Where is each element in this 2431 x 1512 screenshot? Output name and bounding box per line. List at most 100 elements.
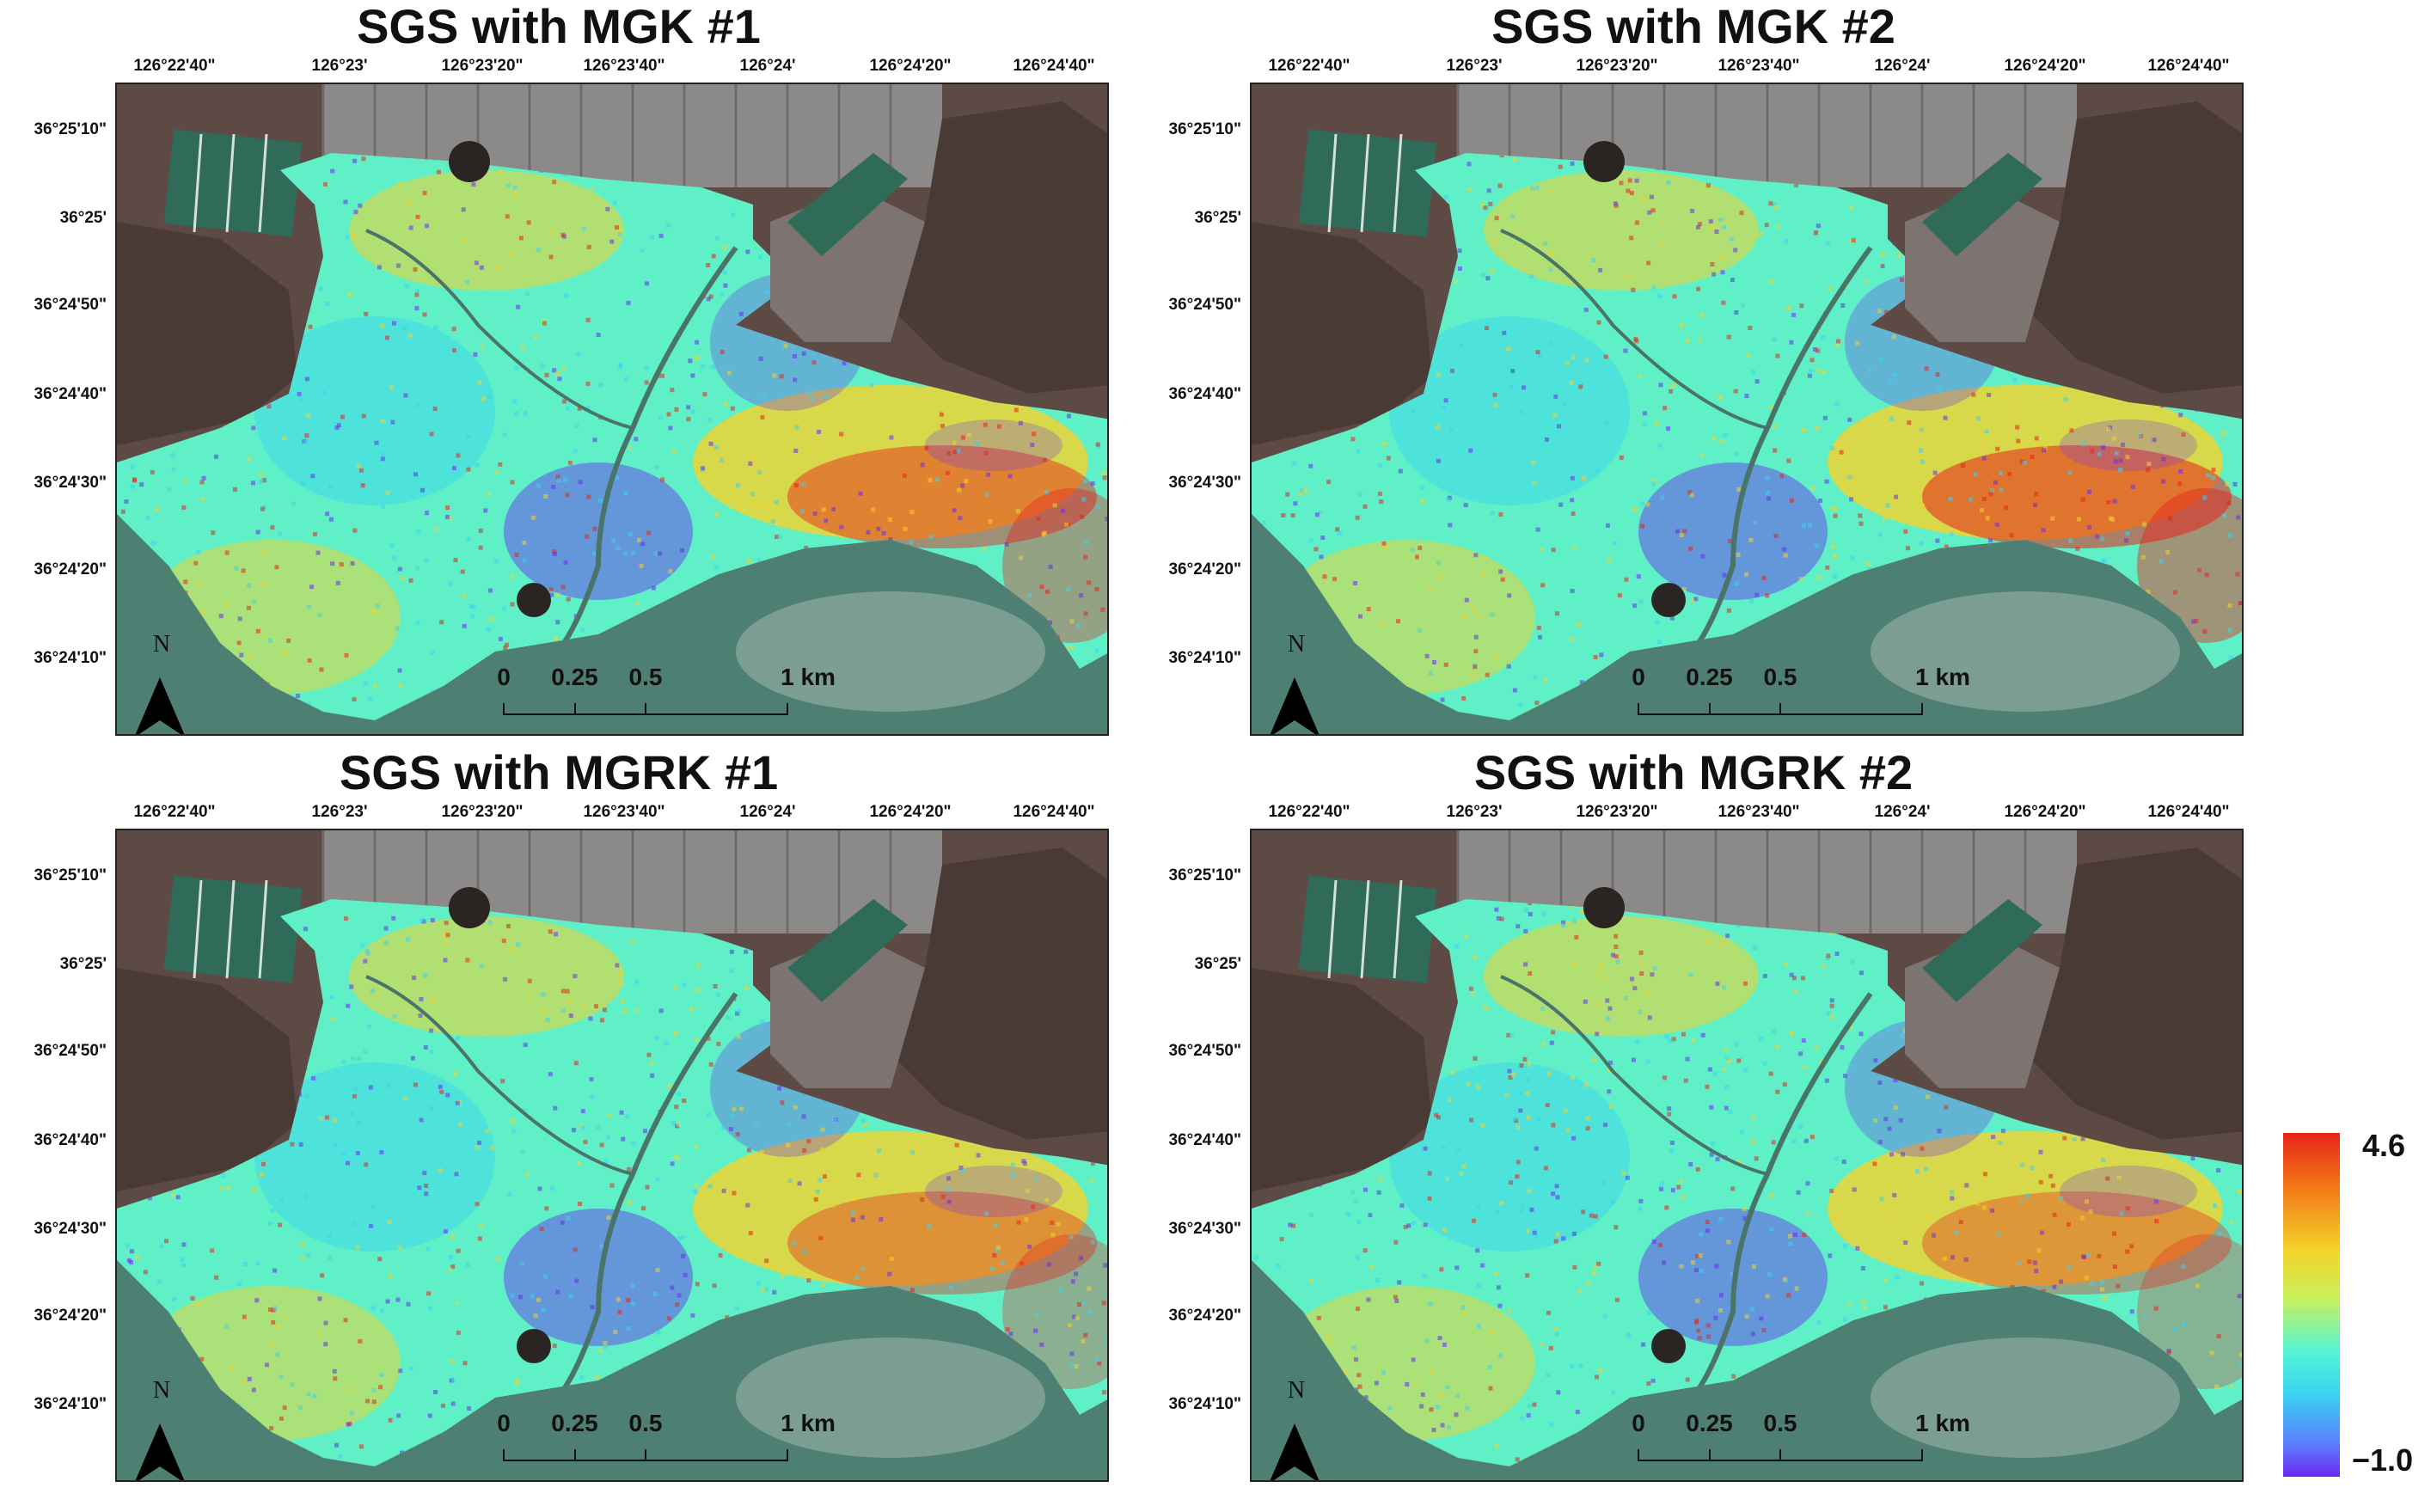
islet	[1651, 583, 1686, 617]
map-svg	[1252, 84, 2242, 734]
map-frame: N 0 0.25 0.5 1 km	[1250, 83, 2244, 736]
map-frame: N 0 0.25 0.5 1 km	[115, 829, 1109, 1482]
hill-west	[117, 222, 297, 445]
latitude-tick-label: 36°24'20"	[1168, 1307, 1241, 1325]
map-svg	[117, 84, 1107, 734]
scale-tick	[1921, 703, 1923, 715]
scale-label: 0	[497, 664, 511, 690]
longitude-axis: 126°22'40" 126°23' 126°23'20" 126°23'40" 126…	[1135, 57, 2252, 79]
latitude-tick-label: 36°25'10"	[34, 866, 107, 885]
map-panel: SGS with MGRK #2 126°22'40" 126°23' 126°23'…	[1135, 746, 2252, 1503]
longitude-tick-label: 126°24'	[1874, 803, 1931, 821]
salt-ponds-east	[787, 153, 908, 256]
longitude-tick-label: 126°23'	[1446, 803, 1503, 821]
scale-label: 0	[1632, 664, 1645, 690]
scale-label: 1 km	[1915, 1410, 1970, 1436]
colorbar-min-label: −1.0	[2352, 1442, 2414, 1478]
longitude-tick-label: 126°23'20"	[441, 803, 524, 821]
longitude-tick-label: 126°24'40"	[1013, 57, 1095, 75]
islet	[517, 1329, 551, 1363]
latitude-tick-label: 36°24'10"	[34, 1395, 107, 1413]
latitude-tick-label: 36°24'50"	[1168, 1042, 1241, 1060]
scale-tick	[573, 703, 576, 715]
hill-west	[1252, 222, 1432, 445]
panel-title: SGS with MGRK #2	[1473, 745, 1914, 799]
latitude-tick-label: 36°24'10"	[1168, 649, 1241, 667]
scale-tick	[503, 703, 505, 715]
tidal-channel	[1500, 975, 1768, 1176]
longitude-tick-label: 126°22'40"	[133, 803, 216, 821]
islet	[517, 583, 551, 617]
scale-label: 0.25	[551, 1410, 598, 1436]
scale-tick	[1779, 703, 1781, 715]
north-label: N	[152, 631, 171, 658]
rock-outcrop	[449, 887, 490, 928]
longitude-tick-label: 126°23'40"	[1718, 803, 1800, 821]
north-indicator: N	[131, 1377, 193, 1411]
rock-outcrop	[449, 141, 490, 182]
latitude-tick-label: 36°25'	[1194, 209, 1241, 227]
longitude-axis: 126°22'40" 126°23' 126°23'20" 126°23'40" 126…	[0, 803, 1118, 825]
map-frame: N 0 0.25 0.5 1 km	[1250, 829, 2244, 1482]
latitude-tick-label: 36°24'40"	[34, 385, 107, 403]
scale-tick	[1921, 1449, 1923, 1461]
scale-bar: 0 0.25 0.5 1 km	[1632, 664, 1999, 724]
latitude-tick-label: 36°24'30"	[34, 1220, 107, 1238]
scale-label: 0	[497, 1410, 511, 1436]
north-indicator: N	[131, 631, 193, 665]
north-label: N	[1287, 631, 1306, 658]
longitude-tick-label: 126°23'20"	[1576, 803, 1658, 821]
longitude-axis: 126°22'40" 126°23' 126°23'20" 126°23'40" 126…	[0, 57, 1118, 79]
scale-bar: 0 0.25 0.5 1 km	[1632, 1410, 1999, 1470]
map-panel: SGS with MGK #2 126°22'40" 126°23' 126°23'2…	[1135, 0, 2252, 756]
colorbar-legend: 4.6 −1.0	[2283, 1128, 2429, 1478]
tidal-channel	[1500, 229, 1768, 430]
scale-tick	[645, 703, 646, 715]
scale-tick	[573, 1449, 576, 1461]
longitude-tick-label: 126°24'40"	[2147, 803, 2230, 821]
scale-label: 0	[1632, 1410, 1645, 1436]
latitude-tick-label: 36°25'10"	[1168, 866, 1241, 885]
north-label: N	[1287, 1377, 1306, 1404]
rock-outcrop	[1583, 141, 1625, 182]
longitude-tick-label: 126°24'20"	[869, 803, 952, 821]
scale-label: 0.5	[1763, 1410, 1797, 1436]
panel-title: SGS with MGK #1	[357, 0, 761, 53]
latitude-tick-label: 36°24'20"	[34, 560, 107, 578]
latitude-tick-label: 36°24'50"	[34, 1042, 107, 1060]
longitude-tick-label: 126°24'20"	[869, 57, 952, 75]
longitude-tick-label: 126°24'40"	[2147, 57, 2230, 75]
longitude-tick-label: 126°23'	[311, 57, 368, 75]
latitude-tick-label: 36°25'10"	[34, 120, 107, 138]
shoal	[1871, 591, 2180, 712]
latitude-tick-label: 36°24'50"	[1168, 296, 1241, 314]
scale-tick	[645, 1449, 646, 1461]
latitude-tick-label: 36°25'10"	[1168, 120, 1241, 138]
hill-west	[1252, 968, 1432, 1191]
map-svg	[1252, 830, 2242, 1480]
tidal-channel	[561, 246, 738, 645]
latitude-tick-label: 36°24'10"	[34, 649, 107, 667]
tidal-channel	[1696, 992, 1873, 1391]
scale-label: 0.25	[1686, 664, 1733, 690]
longitude-tick-label: 126°24'	[739, 803, 796, 821]
scale-label: 0.5	[1763, 664, 1797, 690]
latitude-tick-label: 36°24'20"	[34, 1307, 107, 1325]
scale-tick	[503, 1449, 505, 1461]
tidal-channel	[561, 992, 738, 1391]
longitude-tick-label: 126°24'20"	[2004, 57, 2086, 75]
scale-bar: 0 0.25 0.5 1 km	[497, 1410, 865, 1470]
scale-label: 0.25	[1686, 1410, 1733, 1436]
salt-ponds-east	[1922, 153, 2042, 256]
latitude-axis: 36°25'10" 36°25' 36°24'50" 36°24'40" 36°24'3…	[1135, 83, 2252, 736]
latitude-tick-label: 36°24'30"	[34, 474, 107, 492]
map-panel: SGS with MGK #1 126°22'40" 126°23' 126°23'2…	[0, 0, 1118, 756]
longitude-tick-label: 126°23'	[1446, 57, 1503, 75]
latitude-tick-label: 36°24'20"	[1168, 560, 1241, 578]
map-svg	[117, 830, 1107, 1480]
salt-ponds-east	[787, 899, 908, 1002]
longitude-tick-label: 126°24'40"	[1013, 803, 1095, 821]
latitude-tick-label: 36°24'40"	[1168, 385, 1241, 403]
scale-tick	[1638, 703, 1639, 715]
latitude-tick-label: 36°24'30"	[1168, 1220, 1241, 1238]
